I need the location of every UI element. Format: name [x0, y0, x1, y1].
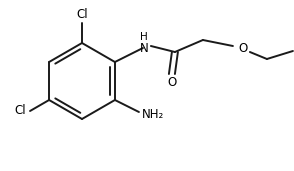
Text: O: O — [167, 76, 176, 89]
Text: N: N — [140, 42, 148, 55]
Text: Cl: Cl — [14, 104, 26, 117]
Text: O: O — [238, 43, 248, 56]
Text: Cl: Cl — [76, 9, 88, 22]
Text: H: H — [140, 32, 148, 42]
Text: NH₂: NH₂ — [142, 108, 164, 121]
